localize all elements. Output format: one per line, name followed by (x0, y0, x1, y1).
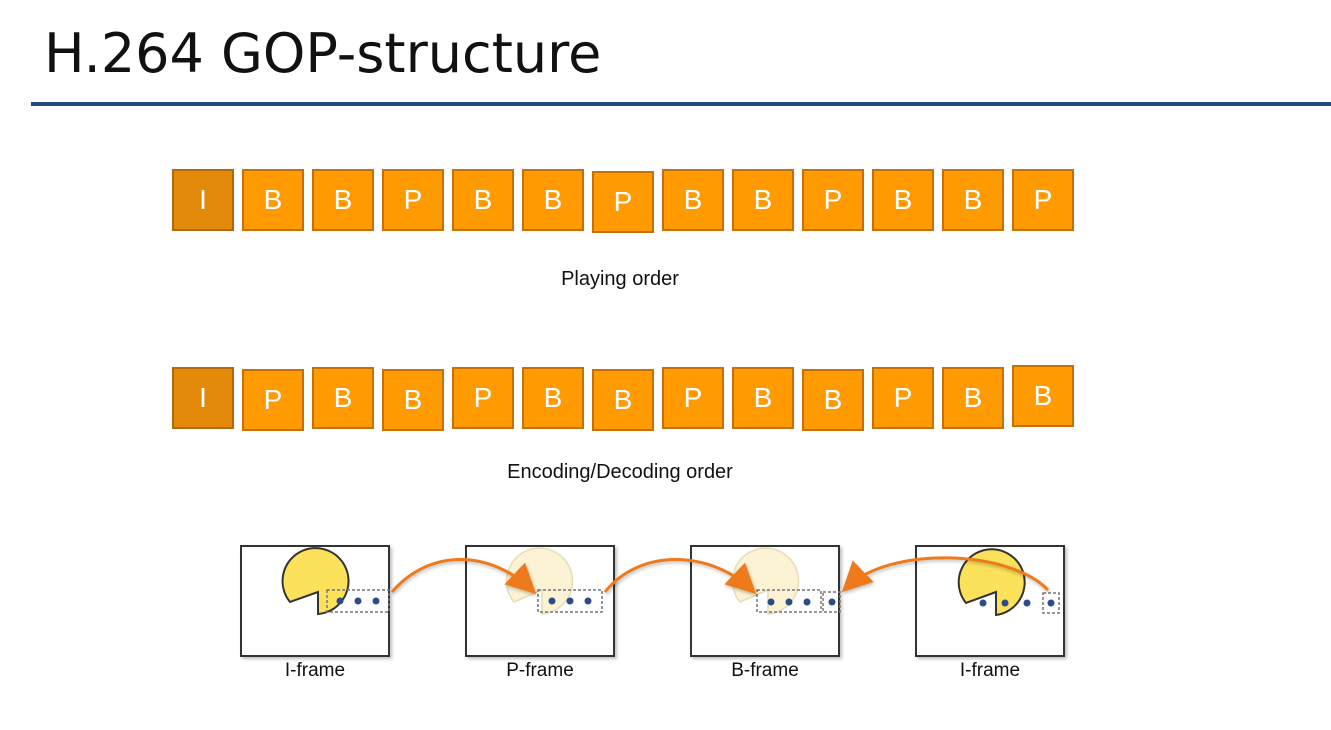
encoding-frame-10: B (802, 369, 864, 431)
encoding-frame-8: P (662, 367, 724, 429)
encoding-frame-2: P (242, 369, 304, 431)
iframe-panel-1 (240, 545, 390, 657)
title-underline (31, 102, 1331, 106)
encoding-frame-12: B (942, 367, 1004, 429)
arrow-p-to-b (603, 558, 757, 595)
dots-box (326, 589, 390, 613)
iframe-label-1: I-frame (284, 660, 346, 681)
playing-frame-13: P (1012, 169, 1074, 231)
playing-frame-10: P (802, 169, 864, 231)
pframe-label: P-frame (506, 660, 574, 681)
encoding-order-caption: Encoding/Decoding order (507, 461, 733, 483)
dots-box (822, 591, 841, 613)
encoding-frame-1: I (172, 367, 234, 429)
dots-box (1042, 592, 1060, 614)
arrow-i-to-b (841, 556, 1050, 593)
playing-frame-7: P (592, 171, 654, 233)
playing-frame-6: B (522, 169, 584, 231)
playing-frame-4: P (382, 169, 444, 231)
encoding-frame-4: B (382, 369, 444, 431)
playing-order-caption: Playing order (561, 268, 679, 290)
encoding-frame-13: B (1012, 365, 1074, 427)
encoding-frame-5: P (452, 367, 514, 429)
encoding-frame-3: B (312, 367, 374, 429)
playing-frame-5: B (452, 169, 514, 231)
arrow-i-to-p (390, 558, 537, 595)
playing-frame-8: B (662, 169, 724, 231)
playing-frame-1: I (172, 169, 234, 231)
dots-box (756, 589, 822, 613)
playing-frame-12: B (942, 169, 1004, 231)
encoding-frame-9: B (732, 367, 794, 429)
playing-frame-9: B (732, 169, 794, 231)
playing-frame-3: B (312, 169, 374, 231)
iframe-label-2: I-frame (959, 660, 1021, 681)
pacman-icon (281, 547, 350, 616)
pacman-faded-icon (505, 547, 574, 615)
encoding-frame-11: P (872, 367, 934, 429)
dots-box (537, 589, 603, 613)
encoding-frame-7: B (592, 369, 654, 431)
bframe-label: B-frame (731, 660, 799, 681)
playing-frame-2: B (242, 169, 304, 231)
encoding-frame-6: B (522, 367, 584, 429)
page-title: H.264 GOP-structure (44, 22, 602, 85)
playing-frame-11: B (872, 169, 934, 231)
